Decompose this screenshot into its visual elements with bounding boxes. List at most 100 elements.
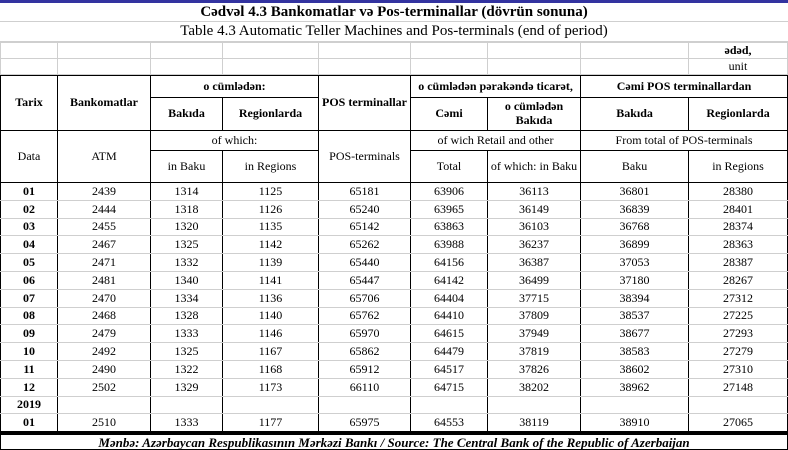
table-cell: 2479 — [57, 324, 151, 344]
table-row: 01 2510 1333 1177 65975 64553 38119 38910 27065 — [0, 413, 788, 433]
table-cell: 38119 — [487, 413, 582, 433]
col-header-data: Data — [0, 130, 58, 183]
table-cell — [150, 395, 223, 415]
table-cell: 65975 — [318, 413, 412, 433]
table-row: 2019 — [0, 395, 788, 415]
table-cell: 36103 — [487, 217, 582, 237]
table-cell: 63863 — [410, 217, 489, 237]
table-cell: 36768 — [580, 217, 690, 237]
table-cell: 27293 — [688, 324, 788, 344]
table-cell: 64517 — [410, 359, 489, 379]
table-cell: 1141 — [221, 270, 320, 290]
table-cell: 2481 — [57, 270, 151, 290]
table-cell: 1325 — [150, 342, 223, 361]
col-header-bankomatlar: Bankomatlar — [57, 75, 151, 131]
table-cell: 2470 — [57, 288, 151, 308]
table-row: 06 2481 1340 1141 65447 64142 36499 37180 28267 — [0, 270, 788, 290]
table-cell: 65142 — [318, 217, 412, 237]
table-cell: 1340 — [150, 270, 223, 290]
table-cell: 2471 — [57, 253, 151, 272]
table-cell: 36839 — [580, 199, 690, 219]
table-cell — [318, 395, 412, 415]
table-cell: 64615 — [410, 324, 489, 344]
table-cell: 27312 — [688, 288, 788, 308]
table-cell: 1173 — [221, 377, 320, 397]
table-row: 08 2468 1328 1140 65762 64410 37809 38537 27225 — [0, 306, 788, 326]
header-row-en-1: Data ATM of which: POS-terminals of wich… — [0, 130, 788, 183]
table-row: 11 2490 1322 1168 65912 64517 37826 38602 27310 — [0, 359, 788, 379]
table-cell: 2502 — [57, 377, 151, 397]
table-cell: 2490 — [57, 359, 151, 379]
table-cell: 38537 — [580, 306, 690, 326]
table-cell: 27310 — [688, 359, 788, 379]
col-header-o-cumleden-bakida: o cümlədən Bakıda — [487, 97, 582, 131]
row-label: 06 — [0, 270, 58, 290]
table-cell: 1177 — [221, 413, 320, 433]
table-cell: 1325 — [150, 235, 223, 255]
row-label: 12 — [0, 377, 58, 397]
col-header-atm: ATM — [57, 130, 151, 183]
table-cell: 1333 — [150, 413, 223, 433]
table-cell: 27225 — [688, 306, 788, 326]
row-label: 2019 — [0, 395, 58, 415]
table-cell — [580, 395, 690, 415]
table-cell: 38962 — [580, 377, 690, 397]
table-cell: 28380 — [688, 182, 788, 201]
table-cell — [410, 395, 489, 415]
table-cell: 28387 — [688, 253, 788, 272]
table-cell: 66110 — [318, 377, 412, 397]
table-row: 12 2502 1329 1173 66110 64715 38202 38962 27148 — [0, 377, 788, 397]
table-cell: 1328 — [150, 306, 223, 326]
table-cell: 36237 — [487, 235, 582, 255]
table-cell: 65912 — [318, 359, 412, 379]
col-header-pos-terminals: POS-terminals — [318, 130, 412, 183]
table-row: 02 2444 1318 1126 65240 63965 36149 36839 28401 — [0, 199, 788, 219]
table-cell: 1333 — [150, 324, 223, 344]
col-header-of-which: of which: — [149, 130, 320, 151]
row-label: 04 — [0, 235, 58, 255]
col-header-retail: of wich Retail and other — [410, 130, 582, 151]
col-header-of-which-in-baku: of which: in Baku — [487, 150, 582, 183]
table-cell: 38394 — [580, 288, 690, 308]
row-label: 01 — [0, 182, 58, 201]
table-cell — [688, 395, 788, 415]
table-cell: 64404 — [410, 288, 489, 308]
table-cell — [221, 395, 320, 415]
table-cell: 36387 — [487, 253, 582, 272]
table-cell: 63906 — [410, 182, 489, 201]
table-cell: 28267 — [688, 270, 788, 290]
source-note: Mənbə: Azərbaycan Respublikasının Mərkəz… — [0, 432, 788, 450]
col-header-from-total: From total of POS-terminals — [580, 130, 788, 151]
unit-label-az: ədəd, — [688, 42, 788, 59]
col-header-tarix: Tarix — [0, 75, 58, 131]
table-cell: 1146 — [221, 324, 320, 344]
table-cell: 1334 — [150, 288, 223, 308]
table-cell: 28363 — [688, 235, 788, 255]
row-label: 09 — [0, 324, 58, 344]
table-cell: 37819 — [487, 342, 582, 361]
col-header-in-baku: in Baku — [150, 150, 223, 183]
row-label: 05 — [0, 253, 58, 272]
table-cell: 1329 — [150, 377, 223, 397]
table-cell: 2467 — [57, 235, 151, 255]
table-title-az: Cədvəl 4.3 Bankomatlar və Pos-terminalla… — [0, 3, 788, 22]
table-cell: 64553 — [410, 413, 489, 433]
unit-row-az: ədəd, — [0, 42, 788, 59]
table-cell: 1136 — [221, 288, 320, 308]
table-cell: 1320 — [150, 217, 223, 237]
table-cell: 37826 — [487, 359, 582, 379]
table-cell: 36899 — [580, 235, 690, 255]
table-cell: 1125 — [221, 182, 320, 201]
table-row: 01 2439 1314 1125 65181 63906 36113 36801 28380 — [0, 182, 788, 201]
table-cell: 1314 — [150, 182, 223, 201]
col-header-in-regions-2: in Regions — [688, 150, 788, 183]
table-cell: 64410 — [410, 306, 489, 326]
table-row: 09 2479 1333 1146 65970 64615 37949 38677 27293 — [0, 324, 788, 344]
table-cell: 2439 — [57, 182, 151, 201]
atm-pos-table: Tarix Bankomatlar o cümlədən: POS termin… — [0, 75, 788, 433]
unit-label-en: unit — [688, 58, 788, 75]
row-label: 11 — [0, 359, 58, 379]
table-cell: 65970 — [318, 324, 412, 344]
table-cell: 65706 — [318, 288, 412, 308]
